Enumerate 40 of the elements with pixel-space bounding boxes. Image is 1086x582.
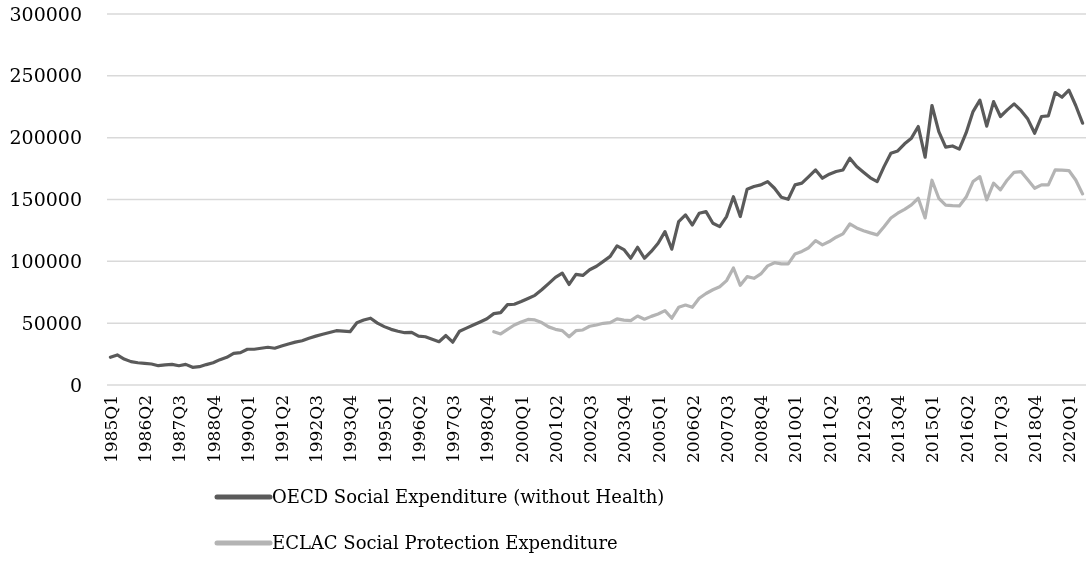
y-tick-label: 50000 [21,311,82,334]
x-tick-label: 1986Q2 [135,395,156,464]
x-tick-label: 1987Q3 [169,395,190,464]
x-tick-label: 1996Q2 [408,395,429,464]
x-tick-label: 2020Q1 [1059,395,1080,464]
x-tick-label: 1995Q1 [374,395,395,464]
x-tick-label: 2013Q4 [888,395,909,464]
x-tick-label: 1991Q2 [272,395,293,464]
x-tick-label: 2008Q4 [751,395,772,464]
line-series [108,88,1085,369]
x-tick-label: 2007Q3 [717,395,738,464]
x-tick-label: 2017Q3 [990,395,1011,464]
x-tick-label: 2005Q1 [648,395,669,464]
x-tick-label: 1993Q4 [340,395,361,464]
line-series [492,168,1085,339]
legend-label: OECD Social Expenditure (without Health) [272,486,665,508]
y-tick-label: 300000 [9,2,82,25]
x-tick-label: 1992Q3 [306,395,327,464]
x-tick-label: 1985Q1 [100,395,121,464]
x-tick-label: 1990Q1 [237,395,258,464]
y-tick-label: 0 [69,373,82,396]
x-tick-label: 2016Q2 [956,395,977,464]
x-tick-label: 2015Q1 [922,395,943,464]
x-tick-label: 2000Q1 [511,395,532,464]
x-tick-label: 2012Q3 [853,395,874,464]
x-tick-label: 1997Q3 [443,395,464,464]
x-tick-label: 2006Q2 [682,395,703,464]
y-tick-label: 200000 [9,126,82,149]
x-tick-label: 2003Q4 [614,395,635,464]
x-tick-label: 2001Q2 [545,395,566,464]
y-tick-label: 100000 [9,249,82,272]
x-tick-label: 1988Q4 [203,395,224,464]
x-tick-label: 2011Q2 [819,395,840,464]
x-tick-label: 1998Q4 [477,395,498,464]
y-tick-label: 250000 [9,64,82,87]
legend-label: ECLAC Social Protection Expenditure [272,532,618,554]
x-tick-label: 2018Q4 [1025,395,1046,464]
x-tick-label: 2002Q3 [580,395,601,464]
y-tick-label: 150000 [9,188,82,211]
x-tick-label: 2010Q1 [785,395,806,464]
